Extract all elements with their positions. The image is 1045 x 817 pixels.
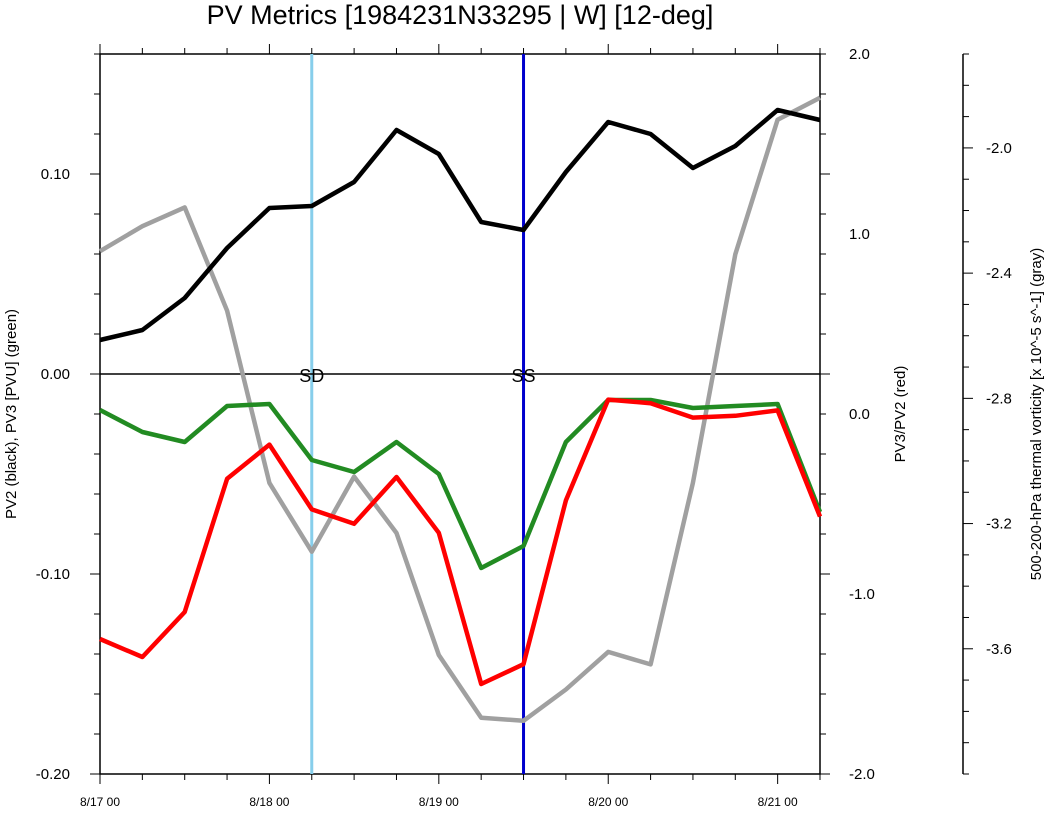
far-tick-label: -2.4 [986, 265, 1012, 282]
left-tick-label: -0.10 [36, 566, 70, 583]
chart-title: PV Metrics [1984231N33295 | W] [12-deg] [207, 0, 714, 30]
x-axis-ticks: 8/17 00 8/18 00 8/19 00 8/20 00 8/21 00 [80, 44, 821, 809]
left-axis-label: PV2 (black), PV3 [PVU] (green) [3, 309, 20, 519]
series-line-thermal-vorticity [98, 95, 822, 724]
right-tick-label: 0.0 [849, 406, 870, 423]
far-tick-label: -2.8 [986, 390, 1012, 407]
x-tick-label: 8/19 00 [419, 795, 459, 809]
far-tick-label: -3.2 [986, 516, 1012, 533]
x-tick-label: 8/17 00 [80, 795, 120, 809]
x-tick-label: 8/20 00 [588, 795, 628, 809]
series-lines [98, 95, 823, 724]
vertical-markers: SD SS [299, 54, 536, 774]
left-tick-label: 0.10 [41, 166, 70, 183]
far-right-axis: -2.0 -2.4 -2.8 -3.2 -3.6 [962, 53, 1012, 775]
right-tick-label: 2.0 [849, 46, 870, 63]
right-axis-ticks: -2.0 -1.0 0.0 1.0 2.0 [849, 46, 875, 783]
series-line-pv3-pv2 [99, 397, 823, 687]
left-axis-ticks: -0.20 -0.10 0.00 0.10 [36, 53, 830, 783]
right-tick-label: -2.0 [849, 766, 875, 783]
x-tick-label: 8/18 00 [249, 795, 289, 809]
far-right-axis-label: 500-200-hPa thermal vorticity [x 10^-5 s… [1028, 248, 1045, 581]
x-tick-label: 8/21 00 [758, 795, 798, 809]
right-axis-label: PV3/PV2 (red) [892, 366, 909, 463]
far-tick-label: -3.6 [986, 641, 1012, 658]
far-tick-label: -2.0 [986, 140, 1012, 157]
left-tick-label: 0.00 [41, 366, 70, 383]
left-tick-label: -0.20 [36, 766, 70, 783]
right-tick-label: 1.0 [849, 226, 870, 243]
series-line-pv2 [99, 107, 821, 343]
right-tick-label: -1.0 [849, 586, 875, 603]
series-line-pv3 [98, 397, 823, 571]
marker-label-ss: SS [512, 366, 536, 386]
marker-label-sd: SD [299, 366, 324, 386]
plot-frame [99, 53, 821, 775]
